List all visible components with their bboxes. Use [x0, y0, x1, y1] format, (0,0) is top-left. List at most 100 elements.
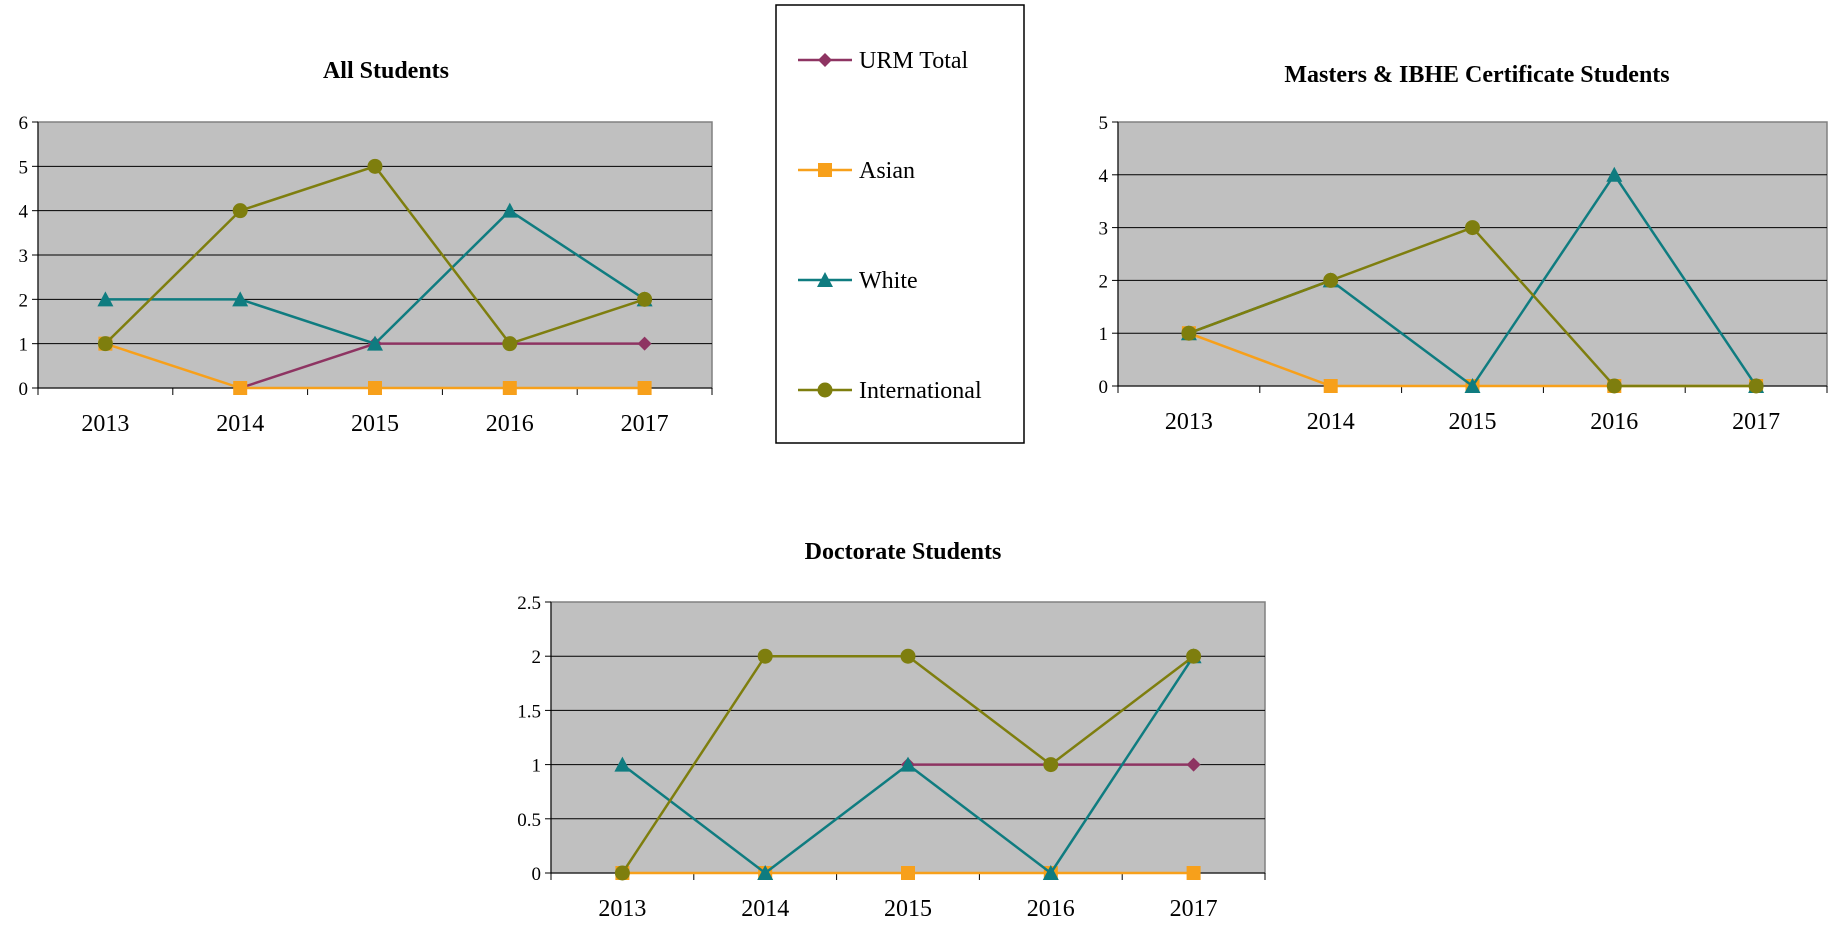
x-tick-label: 2013 — [598, 896, 646, 922]
x-tick-label: 2016 — [486, 411, 534, 437]
x-tick-label: 2015 — [1449, 409, 1497, 435]
y-tick-label: 1.5 — [517, 701, 541, 722]
series-line-segment — [509, 209, 646, 301]
y-tick-label: 5 — [19, 157, 29, 178]
chart-all-students: All Students 0 1 2 3 4 5 6 2013 2014 2015 2016 2017 — [19, 58, 713, 437]
series-line-segment — [374, 165, 511, 345]
legend-label: Asian — [859, 158, 915, 184]
series-line-segment — [1049, 655, 1195, 874]
series-international — [1181, 220, 1764, 394]
data-point-international — [1043, 757, 1059, 773]
data-point-international — [1323, 272, 1339, 288]
y-tick-label: 4 — [19, 202, 29, 223]
plot-area — [550, 601, 1266, 874]
legend-item-white: White — [798, 268, 918, 294]
y-tick-label: 1 — [19, 335, 29, 356]
chart-doctorate-students: Doctorate Students 0 0.5 1 1.5 2 2.5 2013 2014 20… — [517, 539, 1266, 922]
y-tick-label: 2 — [19, 290, 29, 311]
data-point-international — [232, 203, 248, 219]
series-line-segment — [1050, 655, 1195, 766]
data-point-international — [1748, 378, 1764, 394]
legend-item-urm-total: URM Total — [798, 48, 969, 74]
y-tick-label: 2 — [532, 647, 542, 668]
data-point-asian — [901, 866, 915, 880]
data-point-international — [1186, 648, 1202, 664]
series-line-segment — [1188, 279, 1332, 335]
data-point-international — [1465, 220, 1480, 236]
series-line-segment — [907, 655, 1052, 766]
x-tick-label: 2017 — [1732, 409, 1780, 435]
series-line-segment — [1330, 226, 1473, 282]
plot-area — [1117, 121, 1828, 387]
series-line-segment — [907, 763, 1052, 874]
data-point-international — [1181, 325, 1197, 341]
x-tick-label: 2015 — [884, 896, 932, 922]
y-tick-label: 1 — [1099, 324, 1109, 345]
y-tick-label: 2.5 — [517, 593, 541, 614]
data-point-urm-total — [637, 336, 652, 351]
legend-marker-circle — [817, 382, 833, 398]
chart-masters-ibhe-certificate-students: Masters & IBHE Certificate Students 0 1 2 3 4… — [1099, 62, 1828, 435]
data-point-asian — [1186, 866, 1201, 880]
series-line-segment — [621, 655, 767, 874]
data-point-white — [367, 335, 383, 351]
x-tick-label: 2014 — [741, 896, 789, 922]
legend-label: White — [859, 268, 918, 294]
data-point-white — [501, 202, 518, 218]
x-tick-label: 2016 — [1590, 409, 1638, 435]
data-point-white — [614, 756, 631, 772]
y-tick-label: 0.5 — [517, 810, 541, 831]
legend-marker-triangle — [817, 272, 833, 287]
x-tick-label: 2013 — [1165, 409, 1213, 435]
data-point-asian — [1323, 379, 1338, 393]
data-point-asian — [502, 381, 517, 395]
series-line-segment — [239, 298, 376, 345]
legend-box — [775, 4, 1025, 444]
data-point-asian — [637, 381, 652, 395]
series-line-segment — [104, 209, 242, 345]
series-line-segment — [239, 165, 376, 212]
chart-title: All Students — [323, 58, 449, 84]
data-point-asian — [368, 381, 382, 395]
series-line-segment — [1471, 226, 1616, 387]
y-tick-label: 3 — [1099, 219, 1109, 240]
series-white — [97, 202, 653, 351]
data-point-urm-total — [1186, 757, 1201, 772]
y-tick-label: 0 — [532, 864, 542, 885]
series-line-segment — [1329, 279, 1474, 388]
y-tick-label: 3 — [19, 246, 29, 267]
data-point-international — [637, 291, 653, 307]
data-point-white — [1464, 378, 1481, 393]
data-point-international — [367, 158, 383, 174]
data-point-international — [757, 648, 773, 664]
data-point-white — [757, 865, 774, 880]
legend: URM Total Asian White International — [775, 4, 1025, 444]
x-tick-label: 2017 — [621, 411, 669, 437]
data-point-white — [1606, 166, 1623, 182]
data-point-white — [1042, 865, 1059, 880]
legend-item-asian: Asian — [798, 158, 915, 184]
y-tick-label: 0 — [1099, 377, 1109, 398]
data-point-international — [502, 336, 518, 352]
series-line-segment — [1613, 174, 1758, 387]
series-line-segment — [764, 763, 909, 874]
data-point-white — [900, 756, 916, 772]
series-line-segment — [239, 342, 376, 390]
x-tick-label: 2013 — [81, 411, 129, 437]
series-line-segment — [621, 763, 766, 874]
series-line-segment — [509, 298, 645, 345]
y-tick-label: 0 — [19, 379, 29, 400]
chart-title: Doctorate Students — [805, 539, 1002, 565]
x-tick-label: 2015 — [351, 411, 399, 437]
x-tick-label: 2017 — [1170, 896, 1218, 922]
y-tick-label: 1 — [532, 756, 542, 777]
y-tick-label: 2 — [1099, 271, 1109, 292]
legend-item-international: International — [798, 378, 982, 404]
data-point-international — [1606, 378, 1622, 394]
data-point-asian — [233, 381, 248, 395]
series-international — [97, 158, 653, 352]
data-point-white — [97, 291, 114, 307]
data-point-international — [614, 865, 630, 881]
x-tick-label: 2016 — [1027, 896, 1075, 922]
data-point-international — [97, 336, 113, 352]
